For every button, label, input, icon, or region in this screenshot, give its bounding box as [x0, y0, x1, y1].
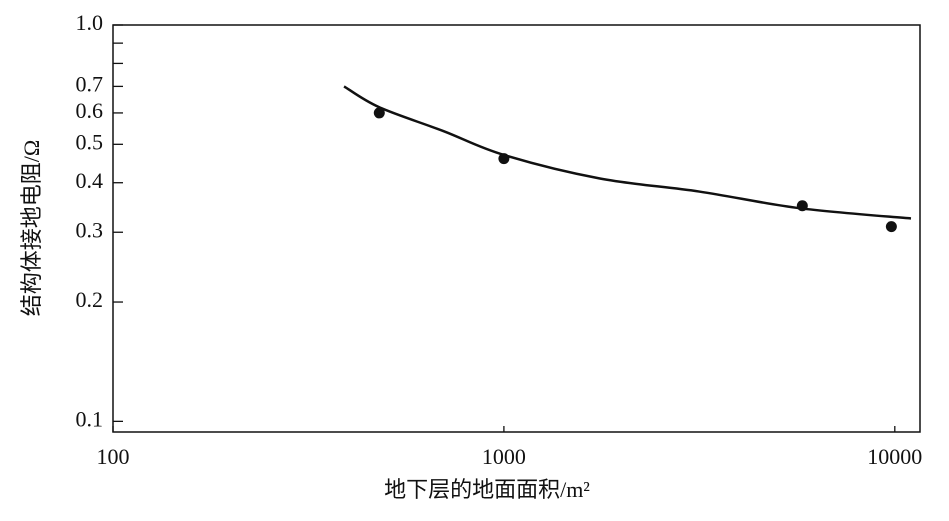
- y-tick-label: 0.5: [76, 129, 104, 154]
- data-point: [796, 200, 808, 212]
- plot-frame: [112, 24, 921, 433]
- y-axis-label: 结构体接地电阻/Ω: [19, 140, 44, 316]
- x-tick-label: 10000: [867, 444, 922, 469]
- data-point: [498, 153, 510, 165]
- data-point: [373, 107, 385, 119]
- x-tick-label: 100: [97, 444, 130, 469]
- y-tick-label: 0.1: [76, 406, 104, 431]
- y-tick-label: 1.0: [76, 10, 104, 35]
- y-tick-label: 0.2: [76, 287, 104, 312]
- fit-curve: [343, 85, 912, 220]
- y-tick-label: 0.4: [76, 168, 104, 193]
- x-tick-label: 1000: [482, 444, 526, 469]
- y-tick-label: 0.6: [76, 98, 104, 123]
- data-point: [885, 221, 897, 233]
- x-axis-label: 地下层的地面面积/m²: [384, 477, 590, 502]
- y-tick-label: 0.7: [76, 71, 104, 96]
- y-tick-label: 0.3: [76, 217, 104, 242]
